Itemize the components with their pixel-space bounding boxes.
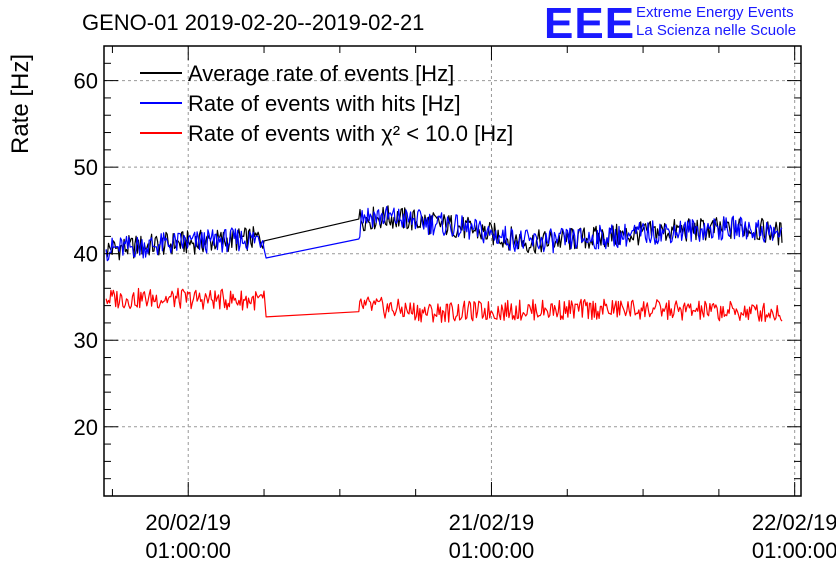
y-tick-label: 60 xyxy=(74,69,98,94)
legend-label-2: Rate of events with hits [Hz] xyxy=(188,91,461,116)
logo-line-1: Extreme Energy Events xyxy=(636,4,794,21)
series-line-1 xyxy=(105,205,783,261)
x-tick-date: 22/02/19 xyxy=(752,510,836,535)
series-line-2 xyxy=(105,206,783,262)
legend: Average rate of events [Hz] Rate of event… xyxy=(140,61,513,146)
y-tick-label: 40 xyxy=(74,242,98,267)
series-lines xyxy=(105,205,783,323)
x-tick-time: 01:00:00 xyxy=(145,538,231,563)
y-tick-label: 30 xyxy=(74,328,98,353)
chart-title: GENO-01 2019-02-20--2019-02-21 xyxy=(82,10,425,35)
x-tick-time: 01:00:00 xyxy=(449,538,535,563)
y-tick-label: 50 xyxy=(74,155,98,180)
x-tick-date: 20/02/19 xyxy=(145,510,231,535)
x-tick-time: 01:00:00 xyxy=(752,538,836,563)
grid-lines xyxy=(104,46,801,496)
y-axis-label: Rate [Hz] xyxy=(7,54,34,154)
logo-caption: Extreme Energy Events La Scienza nelle S… xyxy=(636,4,796,40)
x-tick-date: 21/02/19 xyxy=(449,510,535,535)
logo-line-2: La Scienza nelle Scuole xyxy=(636,22,797,39)
legend-label-3: Rate of events with χ² < 10.0 [Hz] xyxy=(188,121,513,146)
axes: 20 30 40 50 60 20/02/19 01:00:00 21/02/19 01:00:… xyxy=(74,45,836,563)
y-tick-label: 20 xyxy=(74,415,98,440)
series-line-3 xyxy=(105,287,783,323)
legend-label-1: Average rate of events [Hz] xyxy=(188,61,454,86)
eee-logo: EEE xyxy=(544,0,636,48)
